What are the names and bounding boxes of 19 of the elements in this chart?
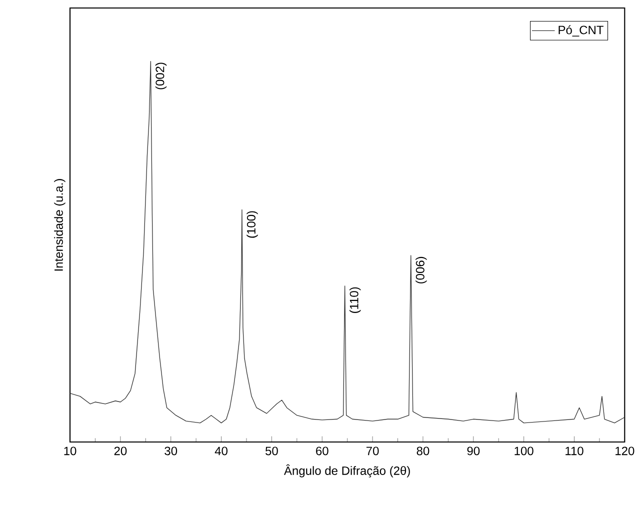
x-tick-label: 60 <box>316 446 328 456</box>
y-axis-title: Intensidade (u.a.) <box>54 179 66 271</box>
x-tick-label: 90 <box>467 446 480 456</box>
annotation: (100) <box>246 211 258 238</box>
legend-label: Pó_CNT <box>558 25 604 36</box>
x-tick-label: 110 <box>566 446 584 456</box>
x-tick-label: 50 <box>266 446 278 456</box>
x-tick-label: 100 <box>514 446 534 456</box>
annotation: (110) <box>350 287 361 313</box>
x-tick-label: 20 <box>114 446 127 456</box>
x-tick-label: 10 <box>64 446 76 456</box>
x-tick-label: 30 <box>164 446 178 456</box>
annotation: (006) <box>416 256 427 284</box>
x-tick-label: 40 <box>214 446 228 456</box>
x-axis-title: Ângulo de Difração (2θ) <box>284 464 410 478</box>
x-tick-label: 120 <box>616 446 634 456</box>
annotation: (002) <box>155 62 167 90</box>
x-tick-label: 70 <box>366 446 379 456</box>
x-tick-label: 80 <box>416 446 430 456</box>
